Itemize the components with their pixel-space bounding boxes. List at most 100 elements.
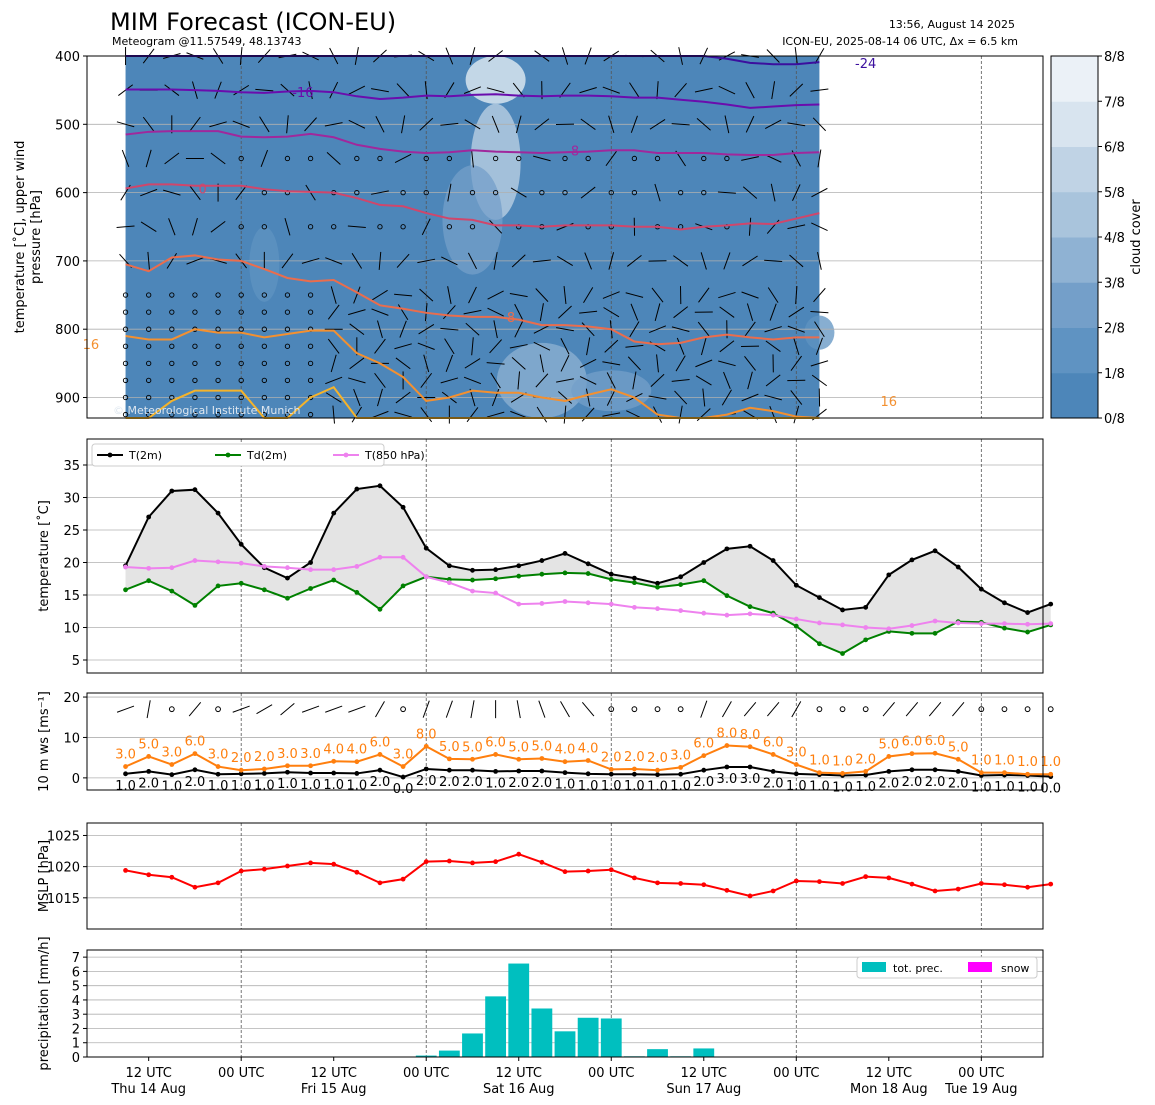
data-label: 1.0 bbox=[254, 778, 275, 793]
data-point bbox=[123, 867, 128, 873]
isotherm-label: 8 bbox=[507, 311, 515, 326]
data-point bbox=[817, 595, 822, 600]
data-point bbox=[1002, 621, 1007, 626]
wind-barb bbox=[470, 700, 475, 719]
data-label: 1.0 bbox=[231, 779, 252, 794]
data-point bbox=[215, 771, 221, 777]
wind-barb bbox=[447, 183, 452, 202]
wind-barb bbox=[377, 320, 383, 338]
data-point bbox=[354, 590, 360, 595]
data-point bbox=[192, 884, 198, 890]
data-point bbox=[169, 772, 175, 778]
data-point bbox=[377, 752, 383, 757]
wind-barb bbox=[654, 183, 661, 202]
calm-wind-marker bbox=[122, 360, 129, 367]
wind-barb bbox=[142, 116, 155, 132]
y-tick-label: 900 bbox=[55, 392, 80, 407]
data-point bbox=[886, 572, 892, 578]
data-point bbox=[470, 577, 475, 583]
wind-barb bbox=[928, 701, 942, 717]
wind-barb bbox=[656, 81, 659, 100]
data-point bbox=[493, 590, 499, 596]
data-point bbox=[840, 607, 845, 613]
wind-barb bbox=[189, 185, 201, 201]
y-tick-label: 35 bbox=[63, 459, 80, 474]
wind-barb bbox=[580, 118, 596, 130]
wind-barb bbox=[116, 225, 135, 229]
y-tick-label: 500 bbox=[55, 118, 80, 133]
data-label: 2.0 bbox=[902, 775, 923, 790]
wind-barb bbox=[557, 391, 573, 404]
data-point bbox=[377, 880, 383, 886]
wind-barb bbox=[394, 343, 412, 350]
data-point bbox=[724, 593, 730, 599]
data-point bbox=[793, 623, 799, 629]
colorbar-segment bbox=[1051, 191, 1098, 238]
legend-marker bbox=[225, 452, 231, 458]
data-label: 6.0 bbox=[763, 735, 784, 750]
wind-barb bbox=[558, 305, 572, 319]
data-point bbox=[1025, 884, 1030, 890]
data-point bbox=[215, 583, 221, 589]
wind-barb bbox=[509, 293, 528, 298]
calm-wind-marker bbox=[238, 309, 244, 315]
data-point bbox=[285, 763, 290, 769]
x-tick-label: 00 UTC bbox=[773, 1066, 819, 1081]
wind-barb bbox=[723, 371, 731, 389]
precip-bar bbox=[508, 963, 530, 1057]
data-point bbox=[978, 770, 984, 776]
data-point bbox=[308, 860, 313, 866]
data-point bbox=[539, 601, 545, 606]
data-point bbox=[169, 762, 175, 767]
data-point bbox=[655, 606, 660, 612]
data-point bbox=[331, 567, 337, 573]
dewpoint-spread-area bbox=[125, 485, 1051, 654]
wind-barb bbox=[741, 156, 759, 161]
wind-barb bbox=[608, 115, 615, 134]
calm-wind-marker bbox=[192, 360, 198, 367]
wind-barb bbox=[447, 286, 452, 304]
y-tick-label: 400 bbox=[55, 50, 80, 65]
data-point bbox=[562, 759, 568, 765]
data-point bbox=[470, 567, 475, 573]
data-point bbox=[562, 599, 568, 604]
wind-barb bbox=[766, 701, 780, 717]
calm-wind-marker bbox=[261, 377, 267, 384]
calm-wind-marker bbox=[492, 155, 499, 162]
y-axis-label: MSLP [hPa] bbox=[37, 840, 52, 912]
data-point bbox=[123, 587, 128, 593]
panel-frame bbox=[86, 692, 1044, 791]
calm-wind-marker bbox=[284, 309, 291, 315]
calm-wind-marker bbox=[284, 292, 291, 298]
data-point bbox=[932, 767, 938, 773]
y-tick-label: 20 bbox=[63, 691, 80, 706]
x-tick-label: 00 UTC bbox=[958, 1066, 1004, 1081]
wind-barb bbox=[399, 320, 407, 338]
wind-barb bbox=[486, 362, 505, 365]
wind-barb bbox=[146, 700, 151, 719]
wind-barb bbox=[695, 359, 713, 368]
wind-barb bbox=[789, 83, 804, 97]
colorbar-tick-label: 6/8 bbox=[1104, 141, 1125, 156]
calm-wind-marker bbox=[562, 155, 568, 162]
data-point bbox=[123, 764, 128, 769]
data-point bbox=[493, 752, 499, 757]
colorbar-tick-label: 3/8 bbox=[1104, 276, 1125, 291]
data-point bbox=[840, 881, 845, 886]
wind-barb bbox=[579, 310, 598, 314]
wind-barb bbox=[769, 406, 777, 424]
data-point bbox=[886, 769, 892, 774]
data-label: 1.0 bbox=[1017, 780, 1038, 795]
wind-barb bbox=[441, 256, 458, 266]
wind-barb bbox=[747, 371, 753, 390]
y-tick-label: 5 bbox=[72, 654, 80, 669]
data-point bbox=[238, 560, 244, 566]
data-point bbox=[909, 881, 915, 887]
data-point bbox=[354, 869, 360, 875]
calm-wind-marker bbox=[122, 411, 129, 418]
wind-barb bbox=[603, 307, 620, 318]
wind-barb bbox=[538, 700, 546, 718]
wind-barb bbox=[649, 118, 666, 130]
data-point bbox=[585, 561, 591, 567]
